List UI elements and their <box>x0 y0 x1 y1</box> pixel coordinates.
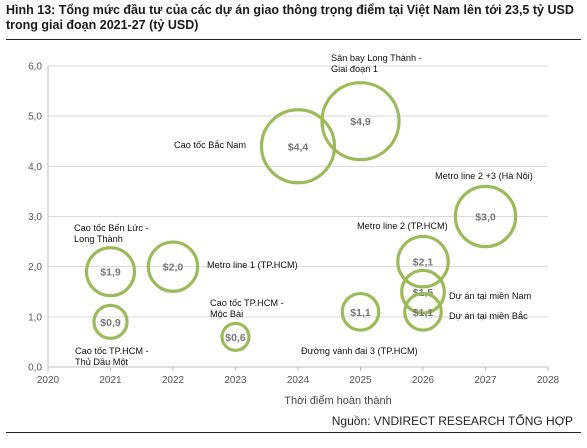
source-note: Nguồn: VNDIRECT RESEARCH TỔNG HỢP <box>331 414 573 428</box>
x-tick-label: 2021 <box>99 375 122 386</box>
bottom-divider <box>6 432 581 433</box>
x-tick-label: 2028 <box>537 375 560 386</box>
bubble <box>403 291 443 332</box>
bubble-annotation: Metro line 1 (TP.HCM) <box>207 260 298 270</box>
bubble <box>92 303 129 340</box>
x-axis-title: Thời điểm hoàn thành <box>284 395 392 407</box>
bubble-annotation: Sân bay Long Thành - <box>331 53 422 63</box>
bubble-value-label: $1,1 <box>413 307 434 319</box>
x-tick-label: 2027 <box>474 375 497 386</box>
y-tick-label: 2,0 <box>28 262 42 273</box>
x-tick-label: 2023 <box>224 375 247 386</box>
bubble <box>146 240 200 293</box>
bubble-value-label: $1,9 <box>100 267 121 279</box>
bubble-value-label: $3,0 <box>475 212 496 224</box>
bubble <box>220 321 251 352</box>
bubble-annotation: Mộc Bài <box>210 309 243 319</box>
bubble <box>259 108 337 185</box>
bubble-value-label: $2,0 <box>163 262 184 274</box>
bubble <box>340 291 381 332</box>
chart-title: Hình 13: Tổng mức đầu tư của các dự án g… <box>6 3 574 32</box>
bubble-annotation: Đường vành đai 3 (TP.HCM) <box>301 346 418 356</box>
bubble <box>453 184 518 249</box>
bubble <box>400 268 446 315</box>
bubble-annotation: Cao tốc TP.HCM - <box>210 298 284 308</box>
bubble-annotation: Cao tốc TP.HCM - <box>75 346 149 356</box>
bubble-annotation: Metro line 2 (TP.HCM) <box>357 221 448 231</box>
bubble <box>320 81 401 162</box>
bubble <box>396 234 450 289</box>
x-tick-label: 2022 <box>162 375 185 386</box>
bubble-annotation: Dự án tại miền Bắc <box>449 311 528 321</box>
y-tick-label: 1,0 <box>28 312 42 323</box>
y-tick-label: 4,0 <box>28 162 42 173</box>
bubble-value-label: $0,9 <box>100 317 121 329</box>
y-tick-label: 0,0 <box>28 363 42 374</box>
x-tick-label: 2026 <box>412 375 435 386</box>
bubble-value-label: $0,6 <box>225 332 246 344</box>
bubble-annotation: Giai đoạn 1 <box>331 64 378 74</box>
bubble-value-label: $4,4 <box>288 141 309 153</box>
bubble-annotation: Cao tốc Bến Lức - <box>74 223 149 233</box>
bubble-value-label: $4,9 <box>350 116 371 128</box>
bubble-value-label: $1,1 <box>350 307 371 319</box>
x-tick-label: 2020 <box>37 375 60 386</box>
bubble-annotation: Long Thành <box>74 234 123 244</box>
x-tick-label: 2025 <box>349 375 372 386</box>
bubble <box>84 246 137 298</box>
bubble-annotation: Thủ Dầu Một <box>75 357 129 367</box>
x-tick-label: 2024 <box>287 375 310 386</box>
bubble-annotation: Metro line 2 +3 (Hà Nội) <box>435 171 533 181</box>
y-tick-label: 3,0 <box>28 212 42 223</box>
bubble-value-label: $2,1 <box>413 257 434 269</box>
bubble-annotation: Dự án tại miền Nam <box>449 291 532 301</box>
y-tick-label: 5,0 <box>28 112 42 123</box>
bubble-annotation: Cao tốc Bắc Nam <box>174 140 246 150</box>
title-divider <box>6 39 581 40</box>
y-tick-label: 6,0 <box>28 62 42 73</box>
